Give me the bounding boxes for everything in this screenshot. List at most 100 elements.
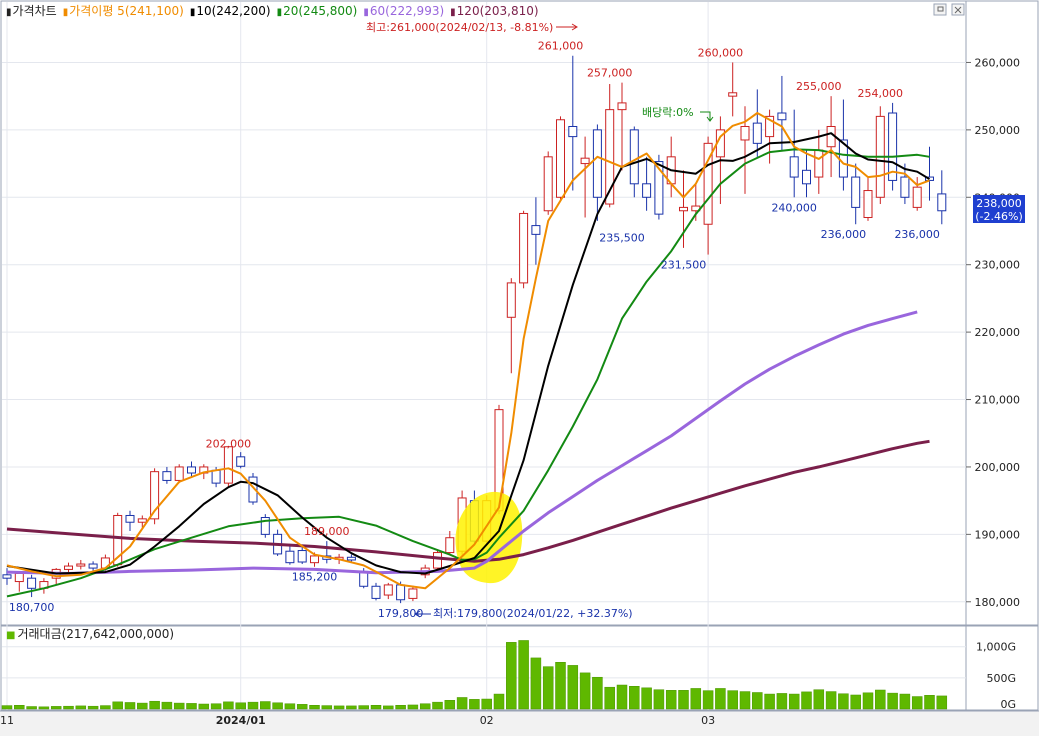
- candle: [433, 549, 442, 571]
- date-tick-label: 11: [0, 714, 14, 727]
- volume-bar: [383, 705, 394, 710]
- volume-bar: [321, 705, 333, 710]
- candle-body: [445, 537, 455, 554]
- price-label: 261,000: [538, 40, 584, 53]
- date-tick-label: 02: [480, 714, 494, 727]
- candle-body: [605, 109, 615, 205]
- legend-swatch: ▮: [190, 7, 196, 18]
- volume-bar: [223, 701, 234, 710]
- legend-item: 60(222,993): [370, 4, 444, 18]
- candle-body: [629, 129, 639, 185]
- candle: [137, 515, 147, 528]
- candle-body: [789, 156, 799, 178]
- candle-body: [740, 125, 750, 141]
- current-price: 238,000: [976, 197, 1022, 210]
- ma-line-가격이평-5: [6, 112, 930, 590]
- volume-bar: [38, 706, 50, 710]
- candle-body: [568, 125, 578, 138]
- volume-bar: [173, 702, 185, 710]
- candle: [802, 150, 811, 198]
- candle: [679, 170, 688, 248]
- volume-bar: [776, 693, 788, 710]
- candle: [543, 151, 553, 215]
- price-legend: ▮가격차트 ▮가격이평 5(241,100) ▮10(242,200) ▮20(245…: [6, 4, 539, 18]
- price-tick-label: 250,000: [975, 124, 1021, 137]
- candle-body: [27, 577, 37, 589]
- candle: [863, 177, 873, 221]
- candle: [605, 84, 615, 208]
- volume-tick-label: 500G: [986, 672, 1016, 685]
- current-change: (-2.46%): [975, 210, 1023, 223]
- low-note: 최저:179,800(2024/01/22, +32.37%): [433, 607, 633, 620]
- volume-bar: [764, 693, 775, 710]
- candle-body: [383, 584, 393, 596]
- volume-bar: [235, 702, 246, 710]
- volume-bar: [444, 700, 456, 710]
- volume-bar: [911, 696, 923, 710]
- volume-bar: [112, 701, 123, 710]
- volume-bar: [530, 657, 542, 710]
- restore-icon[interactable]: [933, 3, 947, 16]
- volume-bar: [887, 692, 898, 710]
- volume-bar: [641, 687, 652, 710]
- candle-body: [285, 550, 295, 564]
- legend-swatch: ▮: [450, 7, 456, 18]
- candle-body: [814, 149, 824, 178]
- legend-swatch: ▮: [363, 7, 369, 18]
- candle: [174, 464, 184, 484]
- price-tick-label: 190,000: [975, 528, 1021, 541]
- volume-bar: [333, 705, 345, 710]
- candle: [39, 578, 49, 594]
- candle-body: [346, 556, 356, 561]
- price-tick-label: 210,000: [975, 394, 1021, 407]
- legend-item: 20(245,800): [283, 4, 357, 18]
- volume-bar: [752, 692, 763, 710]
- price-label: 189,000: [304, 525, 350, 538]
- price-tick-label: 260,000: [975, 56, 1021, 69]
- candle: [617, 82, 627, 171]
- volume-bar: [432, 701, 443, 710]
- volume-bar: [579, 672, 591, 710]
- candle: [187, 461, 196, 477]
- volume-bar: [653, 689, 665, 710]
- volume-bar: [419, 703, 431, 710]
- candle-body: [888, 112, 898, 181]
- candle-body: [728, 92, 738, 97]
- volume-bar: [506, 642, 517, 710]
- candle: [556, 116, 565, 201]
- candle-body: [654, 161, 664, 215]
- candle-body: [531, 225, 541, 235]
- candle: [531, 197, 541, 265]
- legend-swatch: ▮: [63, 7, 69, 18]
- candle-body: [137, 518, 147, 523]
- volume-bar: [358, 705, 369, 710]
- date-axis: 11 2024/01 02 03: [0, 714, 715, 727]
- price-label: 240,000: [771, 201, 817, 214]
- candle-body: [162, 471, 172, 481]
- volume-bar: [629, 686, 640, 710]
- volume-bar: [247, 701, 259, 710]
- candle-body: [64, 565, 73, 570]
- price-label: 235,500: [599, 232, 645, 245]
- candle-body: [260, 517, 270, 535]
- volume-bar: [702, 690, 714, 710]
- legend-item: 가격차트: [13, 4, 57, 18]
- volume-bar: [924, 695, 935, 710]
- price-label: 202,000: [206, 437, 252, 450]
- volume-bar: [936, 695, 948, 710]
- candle: [88, 561, 98, 572]
- volume-bar: [825, 691, 837, 710]
- volume-bar: [186, 703, 197, 710]
- candle-body: [211, 469, 221, 484]
- candle: [27, 574, 37, 598]
- candle: [445, 530, 455, 556]
- volume-bar: [407, 704, 419, 710]
- candle: [162, 466, 172, 484]
- candle: [814, 129, 824, 194]
- candle: [383, 582, 393, 600]
- price-label: 236,000: [821, 228, 867, 241]
- candle-body: [642, 183, 652, 198]
- candle-body: [752, 122, 762, 144]
